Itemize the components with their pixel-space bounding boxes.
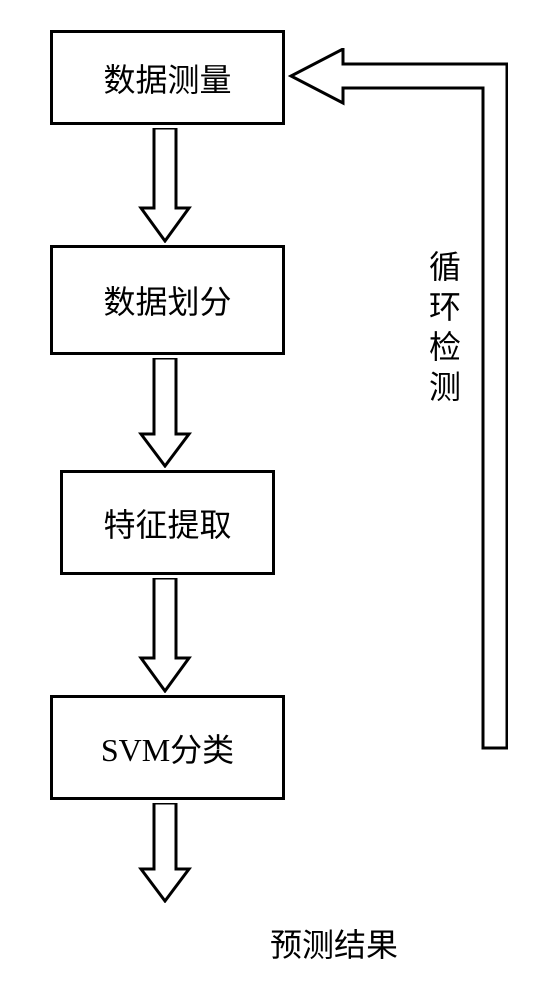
output-label-text: 预测结果 [270,927,398,963]
box2-label: 数据划分 [103,277,231,323]
box3-label: 特征提取 [103,500,231,546]
box4-label: SVM分类 [101,725,234,771]
arrow-3 [135,578,195,693]
box-svm-classification: SVM分类 [50,695,285,800]
box1-label: 数据测量 [103,55,231,101]
output-label: 预测结果 [270,920,398,966]
feedback-label-text: 循环检测 [425,250,461,410]
arrow-4 [135,803,195,903]
arrow-1 [135,128,195,243]
feedback-label: 循环检测 [420,250,466,410]
box-feature-extraction: 特征提取 [60,470,275,575]
box-data-partition: 数据划分 [50,245,285,355]
flowchart-container: 数据测量 数据划分 特征提取 SVM分类 [0,0,554,1000]
feedback-arrow [288,48,508,763]
arrow-2 [135,358,195,468]
box-data-measurement: 数据测量 [50,30,285,125]
